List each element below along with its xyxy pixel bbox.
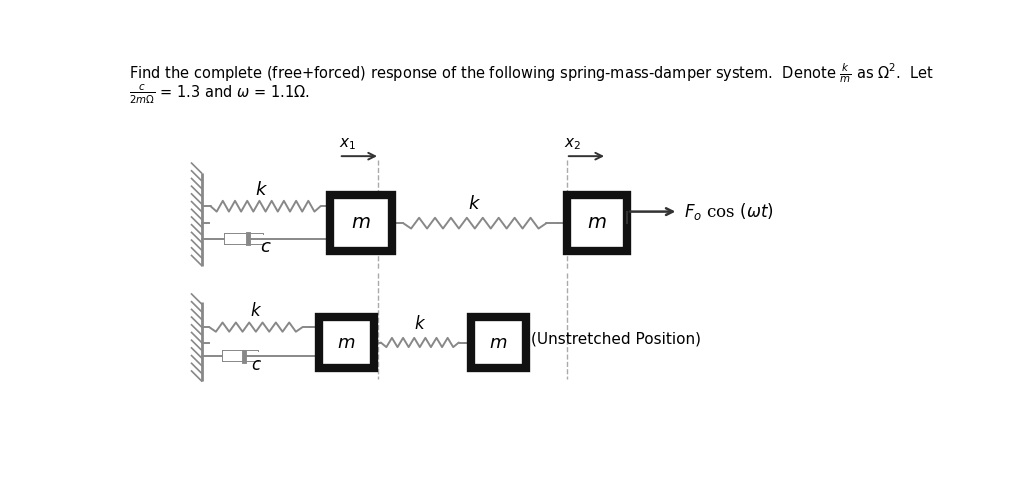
Text: $c$: $c$ (260, 239, 271, 256)
Bar (330, 195, 391, 251)
Text: $m$: $m$ (350, 214, 371, 232)
Text: $k$: $k$ (414, 315, 426, 334)
Text: $m$: $m$ (337, 334, 355, 351)
Bar (224, 234, 263, 243)
Bar (318, 317, 375, 368)
Text: $m$: $m$ (587, 214, 606, 232)
Text: $c$: $c$ (251, 357, 262, 374)
Bar (566, 195, 627, 251)
Text: $\frac{c}{2m\Omega}$ = 1.3 and $\omega$ = 1.1$\Omega$.: $\frac{c}{2m\Omega}$ = 1.3 and $\omega$ … (129, 83, 309, 106)
Text: $x_2$: $x_2$ (563, 137, 581, 152)
Text: Find the complete (free+forced) response of the following spring-mass-damper sys: Find the complete (free+forced) response… (129, 61, 934, 84)
Bar (471, 317, 526, 368)
Text: $k$: $k$ (468, 195, 481, 213)
Text: (Unstretched Position): (Unstretched Position) (531, 332, 701, 347)
Text: $F_o$ cos $(\omega t)$: $F_o$ cos $(\omega t)$ (684, 201, 773, 222)
Text: $k$: $k$ (255, 180, 268, 199)
Text: $k$: $k$ (250, 302, 262, 320)
Bar (222, 351, 258, 361)
Text: $m$: $m$ (489, 334, 508, 351)
Text: $x_1$: $x_1$ (339, 137, 356, 152)
